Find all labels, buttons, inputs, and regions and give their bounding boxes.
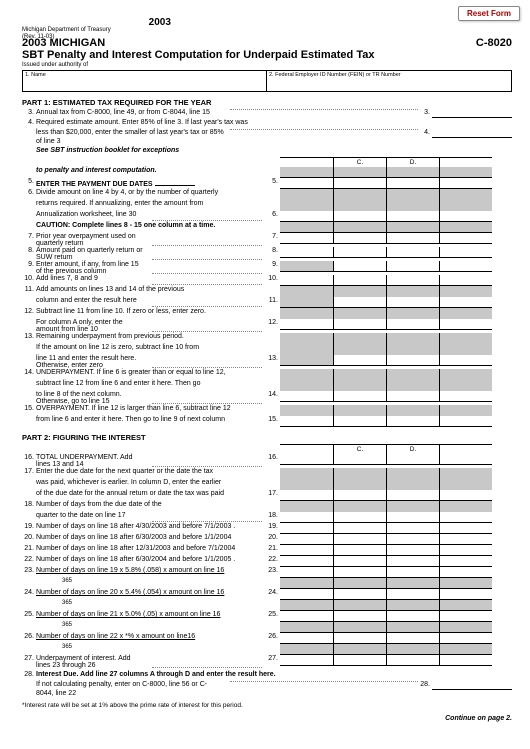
name-box[interactable]: 1. Name: [23, 71, 267, 91]
line18a: Number of days from the due date of the: [36, 501, 280, 512]
line17a: Enter the due date for the next quarter …: [36, 468, 280, 479]
col-d-header: D.: [386, 157, 439, 167]
line12a: Subtract line 11 from line 10. If zero o…: [36, 308, 280, 319]
line20: Number of days on line 18 after 6/30/200…: [36, 534, 264, 545]
line23: Number of days on line 19 x 5.8% (.058) …: [36, 567, 224, 574]
reset-button[interactable]: Reset Form: [458, 6, 520, 21]
col-c-header2: C.: [333, 444, 386, 454]
year-overlay: 2003: [149, 17, 171, 28]
line3-amount[interactable]: [432, 109, 512, 118]
line13c: line 11 and enter the result here. Other…: [36, 355, 150, 369]
dept-label: Michigan Department of Treasury: [22, 27, 111, 33]
d365d: 365: [36, 644, 280, 655]
line13b: If the amount on line 12 is zero, subtra…: [36, 344, 280, 355]
col-c-header: C.: [333, 157, 386, 167]
caution-text: CAUTION: Complete lines 8 - 15 one colum…: [36, 222, 280, 233]
col-d-header2: D.: [386, 444, 439, 454]
line12b: For column A only, enter the amount from…: [36, 319, 150, 333]
line26: Number of days on line 22 x *% x amount …: [36, 633, 195, 640]
sbt-note1: See SBT instruction booklet for exceptio…: [36, 147, 512, 156]
line25: Number of days on line 21 x 5.0% (.05) x…: [36, 611, 220, 618]
sbt-note2: to penalty and interest computation.: [36, 167, 280, 178]
line15a: OVERPAYMENT. If line 12 is larger than l…: [36, 405, 280, 416]
line21: Number of days on line 18 after 12/31/20…: [36, 545, 264, 556]
line13a: Remaining underpayment from previous per…: [36, 333, 280, 344]
line18b: quarter to the date on line 17: [36, 512, 150, 523]
line24: Number of days on line 20 x 5.4% (.054) …: [36, 589, 224, 596]
line28a: Interest Due. Add line 27 columns A thro…: [36, 671, 276, 678]
line10: Add lines 7, 8 and 9: [36, 275, 150, 286]
line5-text: ENTER THE PAYMENT DUE DATES: [36, 181, 153, 188]
part2-header: PART 2: FIGURING THE INTEREST: [22, 433, 512, 442]
line4b-text: less than $20,000, enter the smaller of …: [36, 129, 228, 147]
line6b: returns required. If annualizing, enter …: [36, 200, 280, 211]
d365b: 365: [36, 600, 280, 611]
footnote: *Interest rate will be set at 1% above t…: [22, 702, 512, 709]
line14c: to line 8 of the next column. Otherwise,…: [36, 391, 150, 405]
line9: Enter amount, if any, from line 15 of th…: [36, 261, 150, 275]
id-box-row: 1. Name 2. Federal Employer ID Number (F…: [22, 70, 512, 92]
rev-label: (Rev. 11-03): [22, 34, 512, 40]
authority-label: Issued under authority of: [22, 62, 512, 68]
line14b: subtract line 12 from line 6 and enter i…: [36, 380, 280, 391]
d365a: 365: [36, 578, 280, 589]
line28b: If not calculating penalty, enter on C-8…: [36, 681, 228, 699]
line14a: UNDERPAYMENT. If line 6 is greater than …: [36, 369, 280, 380]
line4a-text: Required estimate amount. Enter 85% of l…: [36, 119, 512, 128]
line5-entry[interactable]: [155, 178, 195, 186]
d365c: 365: [36, 622, 280, 633]
line16: TOTAL UNDERPAYMENT. Add lines 13 and 14: [36, 454, 150, 468]
line17b: was paid, whichever is earlier. In colum…: [36, 479, 280, 490]
line4-amount[interactable]: [432, 129, 512, 138]
line19: Number of days on line 18 after 4/30/200…: [36, 523, 264, 534]
line28-amount[interactable]: [432, 681, 512, 690]
fein-box[interactable]: 2. Federal Employer ID Number (FEIN) or …: [267, 71, 511, 91]
line7: Prior year overpayment used on quarterly…: [36, 233, 150, 247]
line3-text: Annual tax from C-8000, line 49, or from…: [36, 109, 228, 118]
line6c: Annualization worksheet, line 30: [36, 211, 150, 222]
line11b: column and enter the result here: [36, 297, 150, 308]
line17c: of the due date for the annual return or…: [36, 490, 264, 501]
line15b: from line 6 and enter it here. Then go t…: [36, 416, 264, 427]
title-line2: SBT Penalty and Interest Computation for…: [22, 49, 512, 61]
line6a: Divide amount on line 4 by 4, or by the …: [36, 189, 280, 200]
line22: Number of days on line 18 after 6/30/200…: [36, 556, 264, 567]
part1-header: PART 1: ESTIMATED TAX REQUIRED FOR THE Y…: [22, 98, 512, 107]
continue-label: Continue on page 2.: [22, 715, 512, 722]
line27: Underpayment of interest. Add lines 23 t…: [36, 655, 150, 669]
line8: Amount paid on quarterly return or SUW r…: [36, 247, 150, 261]
line11a: Add amounts on lines 13 and 14 of the pr…: [36, 286, 280, 297]
